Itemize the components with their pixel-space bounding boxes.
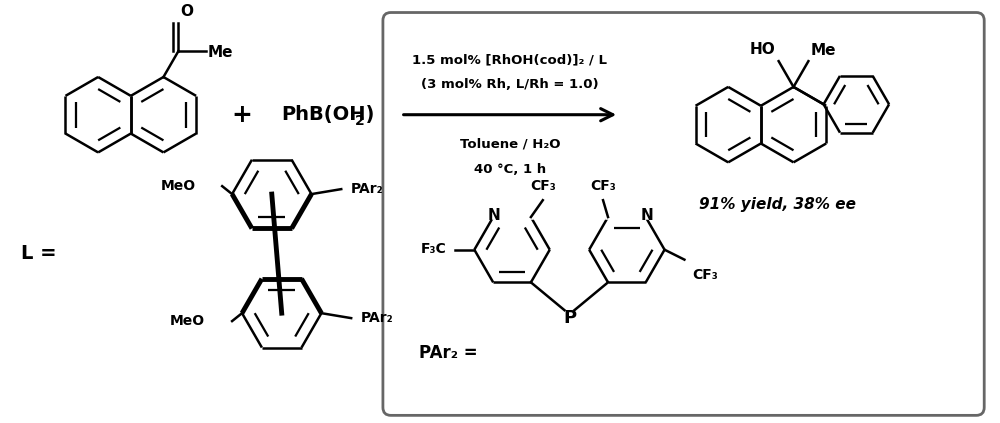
Text: N: N	[488, 208, 501, 222]
Text: PAr₂ =: PAr₂ =	[419, 344, 477, 362]
Text: Me: Me	[208, 45, 234, 60]
Text: CF₃: CF₃	[692, 268, 718, 282]
Text: F₃C: F₃C	[421, 242, 447, 256]
Text: 91% yield, 38% ee: 91% yield, 38% ee	[699, 197, 856, 212]
Text: MeO: MeO	[160, 179, 195, 193]
Text: CF₃: CF₃	[530, 179, 556, 193]
Text: 2: 2	[355, 114, 365, 128]
Text: Toluene / H₂O: Toluene / H₂O	[460, 138, 560, 151]
Text: HO: HO	[750, 42, 776, 57]
FancyBboxPatch shape	[383, 13, 984, 415]
Text: +: +	[232, 103, 252, 127]
Text: 1.5 mol% [RhOH(cod)]₂ / L: 1.5 mol% [RhOH(cod)]₂ / L	[412, 54, 607, 67]
Text: P: P	[563, 309, 576, 327]
Text: MeO: MeO	[170, 314, 205, 328]
Text: O: O	[180, 5, 193, 19]
Text: PAr₂: PAr₂	[361, 311, 394, 325]
Text: PhB(OH): PhB(OH)	[282, 105, 375, 124]
Text: CF₃: CF₃	[590, 179, 616, 193]
Text: 40 °C, 1 h: 40 °C, 1 h	[474, 163, 546, 176]
Text: PAr₂: PAr₂	[351, 182, 384, 196]
Text: (3 mol% Rh, L/Rh = 1.0): (3 mol% Rh, L/Rh = 1.0)	[421, 78, 599, 91]
Text: L =: L =	[21, 244, 56, 263]
Text: Me: Me	[810, 43, 836, 58]
Text: N: N	[640, 208, 653, 222]
